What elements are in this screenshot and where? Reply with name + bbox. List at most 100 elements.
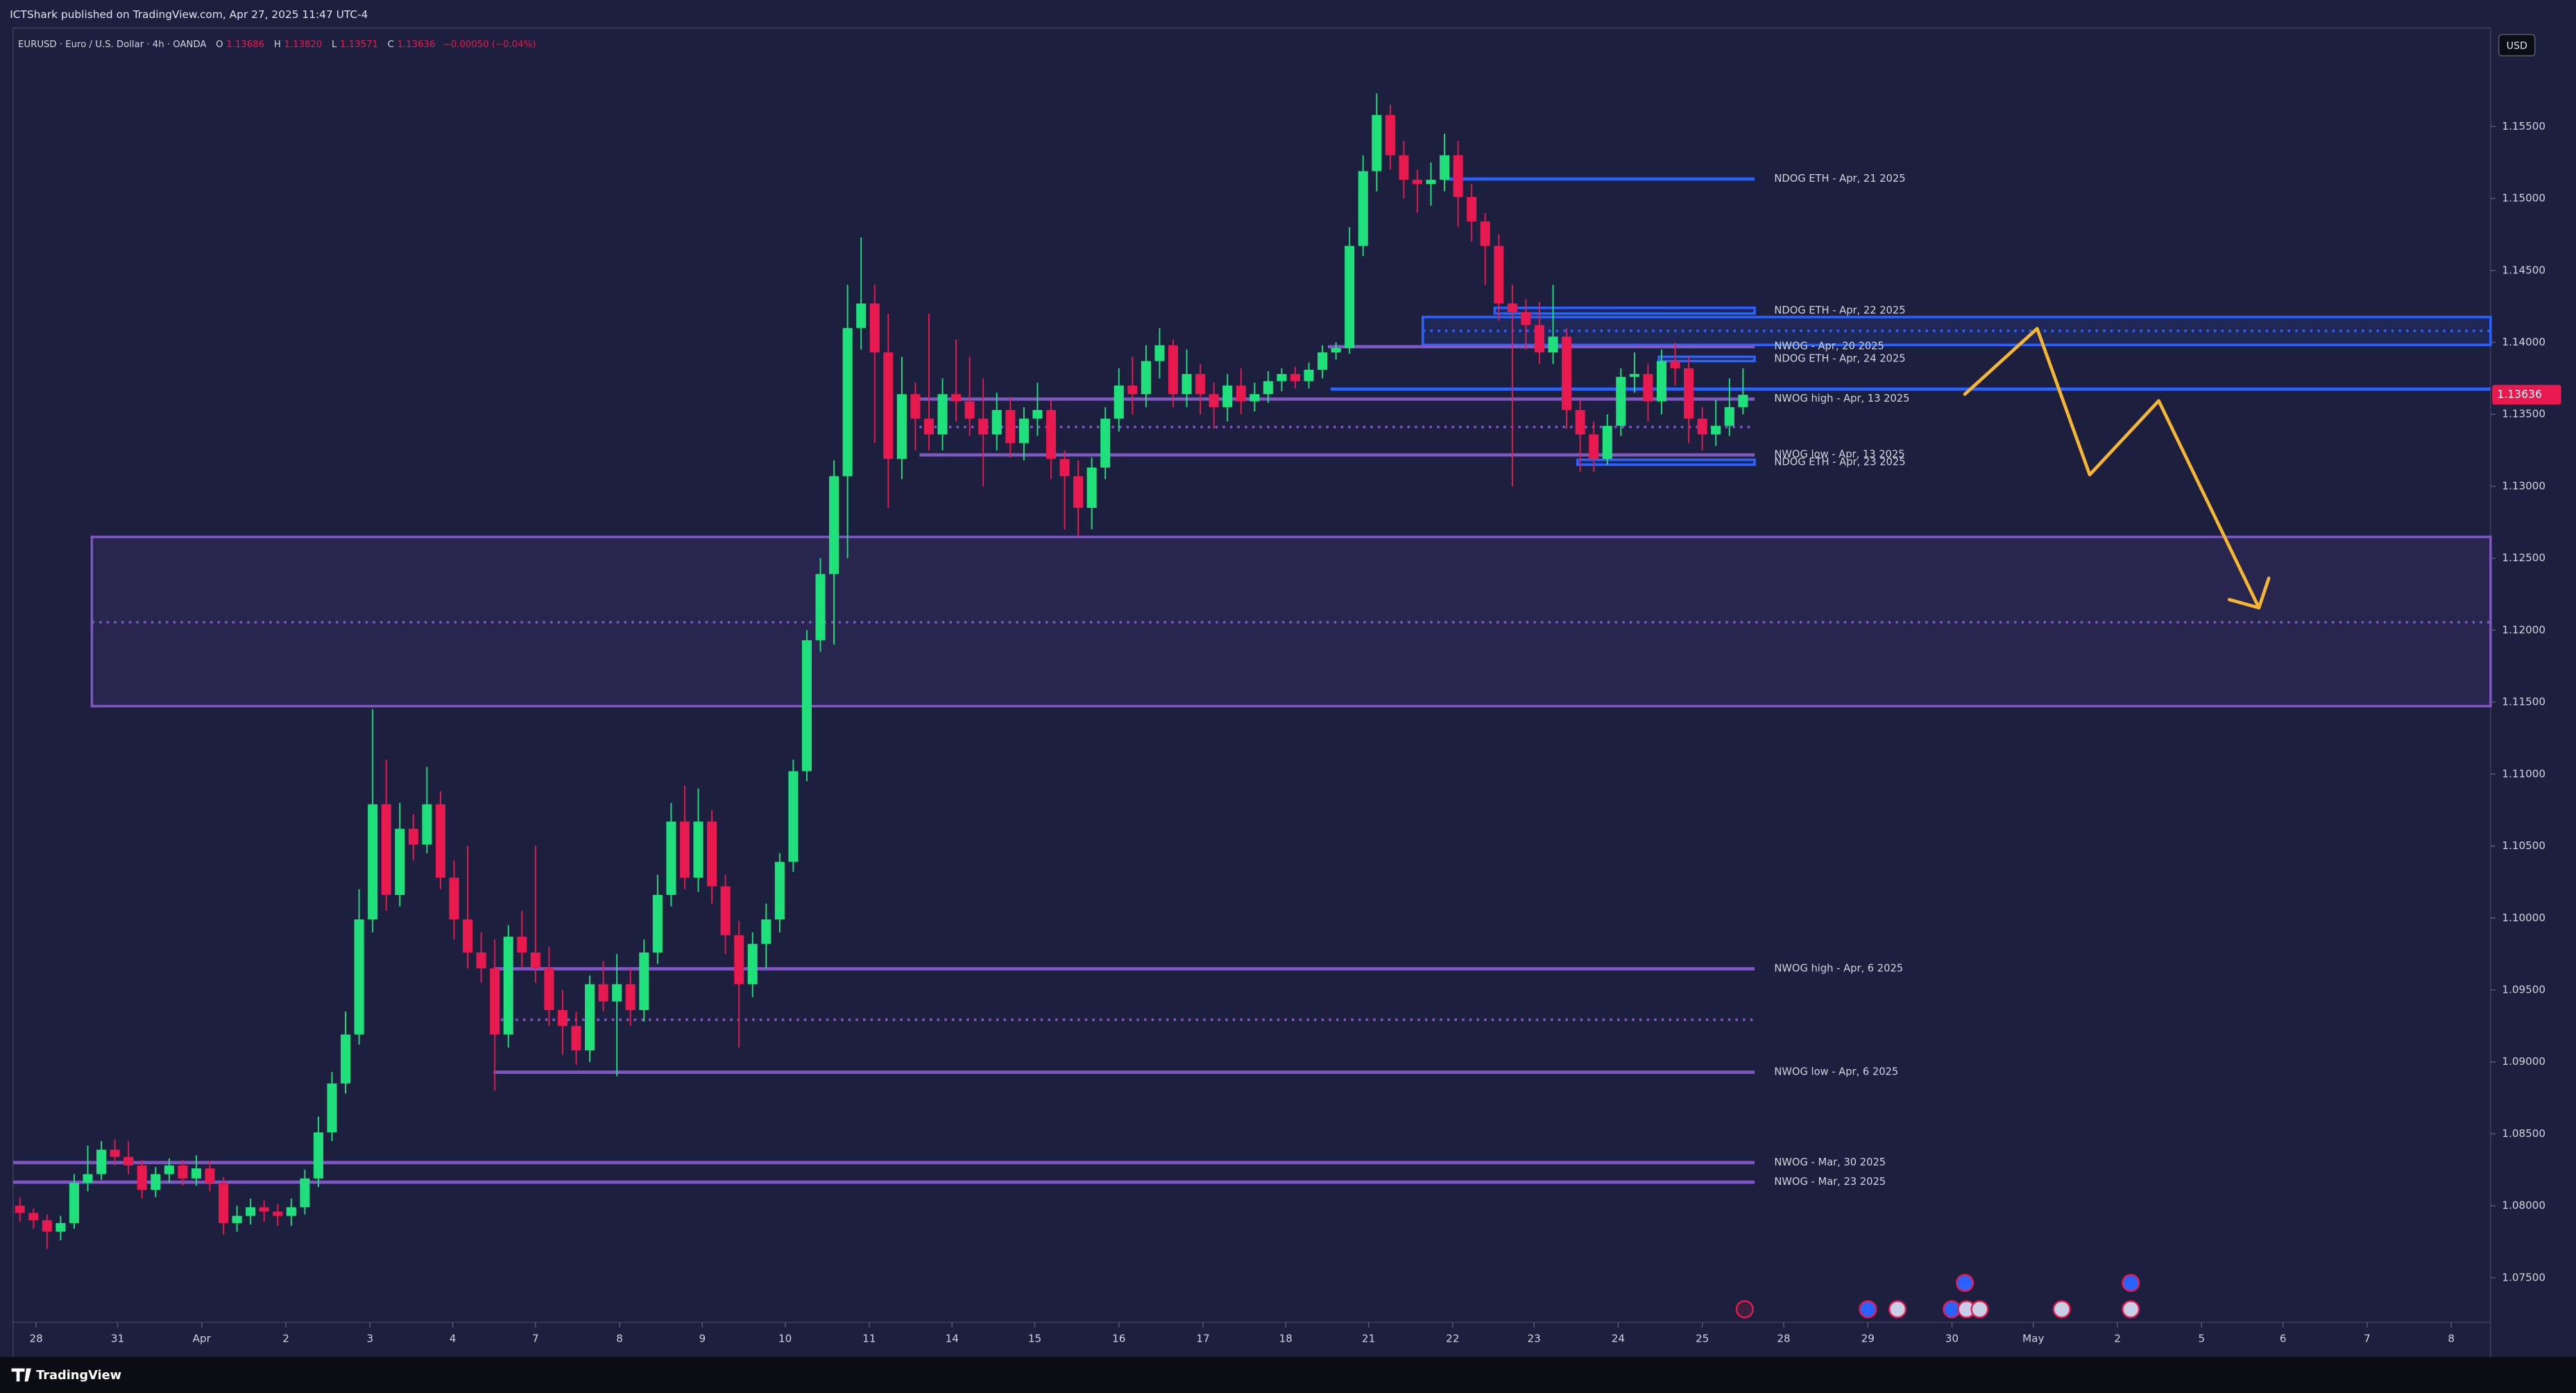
zone <box>1657 355 1756 363</box>
y-tick-label: 1.12000 <box>2502 624 2545 636</box>
x-tick-label: 17 <box>1196 1332 1209 1344</box>
x-tick-label: 7 <box>2364 1332 2371 1344</box>
candle-body <box>1317 352 1328 370</box>
candle-body <box>801 640 812 771</box>
candle-body <box>246 1207 256 1216</box>
candle-body <box>1209 394 1219 407</box>
x-tick-label: 9 <box>699 1332 706 1344</box>
x-tick-label: 2 <box>282 1332 289 1344</box>
y-tick-label: 1.11000 <box>2502 767 2545 780</box>
candle-body <box>1086 467 1097 509</box>
x-tick-label: Apr <box>193 1332 212 1344</box>
ohlc-value: 1.13820 <box>284 40 323 50</box>
candle-body <box>1412 180 1423 185</box>
candle-body <box>625 984 636 1011</box>
event-icon[interactable] <box>1888 1300 1907 1319</box>
x-tick-label: 24 <box>1612 1332 1625 1344</box>
candle-body <box>1480 221 1490 246</box>
candle-body <box>639 952 649 1011</box>
candle-body <box>557 1010 568 1026</box>
candle-body <box>273 1211 283 1216</box>
candle-body <box>1575 410 1585 435</box>
candle-body <box>1222 385 1233 407</box>
footer-bar <box>0 1356 2576 1393</box>
candle-body <box>1345 246 1355 348</box>
level-label: NWOG high - Apr, 6 2025 <box>1774 962 1903 974</box>
x-tick-label: 28 <box>1777 1332 1790 1344</box>
candle-body <box>1331 348 1341 353</box>
candle-body <box>1154 345 1165 361</box>
candle-body <box>327 1083 337 1133</box>
y-tick-label: 1.11500 <box>2502 696 2545 708</box>
ohlc-value: 1.13571 <box>340 40 378 50</box>
x-tick-label: 25 <box>1696 1332 1709 1344</box>
candle-body <box>1440 155 1450 180</box>
levels: NDOG ETH - Apr, 22 2025 NDOG ETH - Apr, 2… <box>12 173 2492 1188</box>
candle-body <box>191 1168 201 1179</box>
x-tick-label: 7 <box>532 1332 539 1344</box>
brand: TradingView <box>36 1369 121 1383</box>
candle-body <box>707 821 717 887</box>
candle-body <box>1507 303 1517 312</box>
level-label: NWOG low - Apr, 6 2025 <box>1774 1066 1898 1078</box>
event-icon[interactable] <box>1956 1274 1974 1292</box>
ohlc-value: 1.13636 <box>398 40 436 50</box>
y-tick-label: 1.12500 <box>2502 552 2545 564</box>
candle-body <box>1114 385 1124 419</box>
level-label: NWOG - Apr, 20 2025 <box>1774 341 1884 352</box>
candle-body <box>476 952 486 968</box>
candle-body <box>300 1178 310 1208</box>
candle-body <box>341 1034 351 1084</box>
candle-body <box>937 394 948 435</box>
candle-body <box>368 804 378 920</box>
ohlc-key: L <box>332 40 337 50</box>
candle-body <box>747 943 758 984</box>
candle-body <box>1494 246 1504 304</box>
candle-body <box>1534 325 1545 353</box>
candle-body <box>896 394 907 459</box>
event-icon[interactable] <box>1735 1300 1754 1319</box>
candle-body <box>83 1174 93 1183</box>
candle-body <box>1236 385 1246 402</box>
candle-body <box>761 919 771 944</box>
x-tick-label: 16 <box>1112 1332 1125 1344</box>
event-icon[interactable] <box>2122 1274 2140 1292</box>
candle-body <box>69 1182 79 1224</box>
x-tick-label: 14 <box>946 1332 959 1344</box>
event-icon[interactable] <box>1970 1300 1989 1319</box>
y-tick-label: 1.13500 <box>2502 408 2545 420</box>
candle-body <box>1277 374 1287 382</box>
x-tick-label: 18 <box>1279 1332 1293 1344</box>
currency-box[interactable] <box>2498 34 2536 57</box>
candle-body <box>1195 374 1206 395</box>
y-tick-label: 1.15500 <box>2502 120 2545 133</box>
x-tick-label: 8 <box>2448 1332 2455 1344</box>
symbol-legend: EURUSD · Euro / U.S. Dollar · 4h · OANDA… <box>18 40 536 50</box>
candle-body <box>395 828 405 896</box>
last-price-tag <box>2492 384 2561 405</box>
candle-body <box>232 1215 242 1224</box>
x-tick-label: 10 <box>778 1332 792 1344</box>
ohlc-key: H <box>274 40 281 50</box>
candle-body <box>1738 395 1748 407</box>
candle-body <box>178 1165 188 1179</box>
candle-body <box>1616 377 1626 426</box>
event-icon[interactable] <box>1859 1300 1877 1319</box>
candle-body <box>422 804 432 845</box>
candle-body <box>544 968 554 1011</box>
candle-body <box>788 771 799 862</box>
level-label: NDOG ETH - Apr, 22 2025 <box>1774 305 1905 316</box>
candle-body <box>1684 368 1694 419</box>
candle-body <box>1182 374 1192 395</box>
x-tick-label: 3 <box>366 1332 373 1344</box>
candle-body <box>598 984 608 1002</box>
candle-body <box>585 984 595 1051</box>
candle-body <box>1589 434 1599 459</box>
event-icon[interactable] <box>2122 1300 2140 1319</box>
event-icon[interactable] <box>2052 1300 2071 1319</box>
candle-body <box>1358 171 1368 246</box>
candle-body <box>1168 345 1179 395</box>
candle-body <box>951 394 962 402</box>
y-tick-label: 1.10000 <box>2502 912 2545 924</box>
